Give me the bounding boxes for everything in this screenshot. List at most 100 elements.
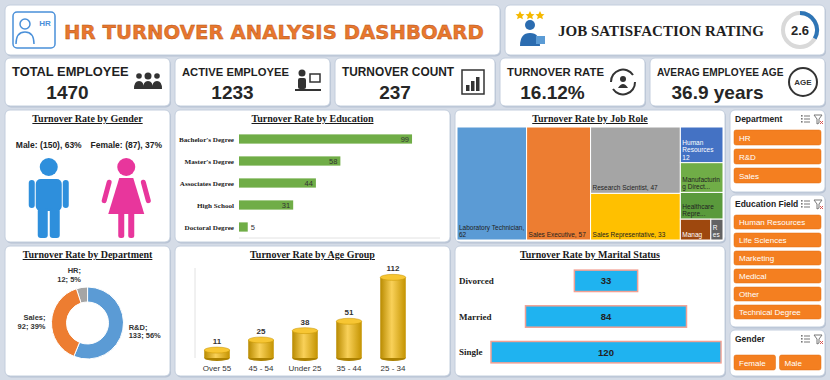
- icon-dot: [801, 115, 803, 117]
- icon-dot: [801, 338, 803, 340]
- hr-icon-body: [16, 32, 34, 44]
- treemap-category: g Direct...: [682, 183, 710, 191]
- satisfaction-label: JOB SATISFACTION RATING: [558, 23, 764, 39]
- hr-icon-head: [20, 19, 30, 29]
- icon-filter: [814, 335, 822, 344]
- treemap-value: 47: [651, 184, 659, 191]
- chart-title: Turnover Rate by Job Role: [532, 113, 648, 124]
- kpi-icon-text: AGE: [794, 78, 812, 87]
- kpi-icon: [611, 70, 635, 95]
- treemap-category: R: [713, 224, 718, 231]
- slicer-item-label[interactable]: HR: [739, 134, 751, 143]
- slicer-item-label[interactable]: Technical Degree: [739, 308, 801, 317]
- slice-value: 12; 5%: [57, 275, 81, 284]
- header-panel: [5, 5, 500, 55]
- hr-icon-text: HR: [39, 19, 51, 28]
- slicer-item[interactable]: [734, 305, 821, 319]
- gender-value: (87), 37%: [125, 140, 162, 150]
- icon-body: [618, 84, 628, 88]
- icon-head: [620, 76, 626, 82]
- slicer-item[interactable]: [734, 233, 821, 247]
- slicer-item[interactable]: [734, 355, 776, 370]
- hr-icon: HR: [13, 12, 55, 48]
- category-label: Master's Degree: [185, 158, 234, 166]
- slice-label: HR;12; 5%: [57, 266, 81, 284]
- slicer-item-label[interactable]: R&D: [739, 153, 756, 162]
- kpi-panel: [500, 58, 645, 106]
- icon-clear: [820, 206, 823, 209]
- slicer-item[interactable]: [734, 251, 821, 265]
- funnel-bar: [574, 270, 637, 291]
- chart-panel: [5, 246, 170, 376]
- kpi-panel: [175, 58, 330, 106]
- slicer-title: Education Field: [735, 199, 798, 209]
- slicer-item[interactable]: [780, 355, 822, 370]
- slicer-item-label[interactable]: Human Resources: [739, 218, 805, 227]
- icon-arm: [101, 179, 112, 203]
- category-label: 25 - 34: [381, 364, 406, 373]
- chart-title: Turnover Rate by Department: [23, 249, 153, 260]
- axis-line: [239, 238, 440, 239]
- slicer-item-label[interactable]: Sales: [739, 172, 759, 181]
- treemap-label: Sales Representative,33: [593, 231, 666, 239]
- icon-filter: [814, 200, 822, 209]
- column: [292, 328, 318, 361]
- data-label: 25: [257, 327, 266, 336]
- cylinder-top: [380, 274, 406, 280]
- cylinder-top: [204, 347, 230, 353]
- treemap-category: Research Scientist,: [593, 184, 649, 191]
- cylinder-body: [380, 277, 406, 358]
- kpi-label: ACTIVE EMPLOYEE: [182, 66, 289, 78]
- treemap-cell: [591, 127, 681, 193]
- treemap-category: Sales Representative,: [593, 231, 657, 239]
- treemap-label: Manufacturing Direct...: [682, 176, 720, 191]
- chart-panel: [175, 110, 450, 242]
- icon-arrow: [611, 70, 633, 82]
- icon-dot: [801, 335, 803, 337]
- slice-value: 92; 39%: [18, 322, 46, 331]
- kpi-label: TOTAL EMPLOYEE: [12, 64, 129, 79]
- slicer-item-label[interactable]: Marketing: [739, 254, 774, 263]
- treemap-category: es: [713, 231, 721, 238]
- treemap-value: 12: [682, 154, 690, 161]
- chart-title: Turnover Rate by Marital Status: [520, 249, 660, 260]
- gender-label: Female:(87), 37%: [90, 140, 162, 150]
- slicer-item[interactable]: [734, 168, 821, 183]
- slicer-item[interactable]: [734, 215, 821, 229]
- icon-body: [134, 81, 144, 89]
- slicer-item-label[interactable]: Medical: [739, 272, 767, 281]
- slicer-item[interactable]: [734, 287, 821, 301]
- icon-dot: [801, 200, 803, 202]
- kpi-panel: [5, 58, 170, 106]
- funnel-bar: [491, 341, 721, 362]
- donut-slice: [52, 289, 82, 357]
- icon-line: [804, 204, 810, 205]
- category-label: Single: [459, 347, 483, 357]
- icon-head: [525, 20, 535, 30]
- treemap-label: HumanResources12: [682, 139, 714, 161]
- slicer-item[interactable]: [734, 130, 821, 145]
- category-label: High School: [197, 202, 234, 210]
- slicer-item-label[interactable]: Male: [785, 359, 803, 368]
- cylinder-top: [292, 328, 318, 334]
- kpi-icon: [134, 73, 162, 90]
- slicer-icons: [801, 115, 823, 124]
- cylinder-top: [248, 337, 274, 343]
- kpi-value: 237: [379, 82, 411, 103]
- slicer-item-label[interactable]: Other: [739, 290, 759, 299]
- slicer-item-label[interactable]: Female: [739, 359, 766, 368]
- chart-panel: [175, 246, 450, 376]
- icon-line: [804, 201, 810, 202]
- treemap-cell: [527, 127, 591, 240]
- slicer-item[interactable]: [734, 149, 821, 164]
- icon-line: [804, 207, 810, 208]
- slicer-panel: [730, 110, 825, 192]
- icon-case: [536, 36, 545, 44]
- funnel-bar: [526, 306, 687, 327]
- icon-head: [299, 70, 306, 77]
- icon-leg: [118, 212, 124, 238]
- slicer-item-label[interactable]: Life Sciences: [739, 236, 787, 245]
- slicer-item[interactable]: [734, 269, 821, 283]
- icon-head: [136, 73, 142, 79]
- icon-dot: [801, 118, 803, 120]
